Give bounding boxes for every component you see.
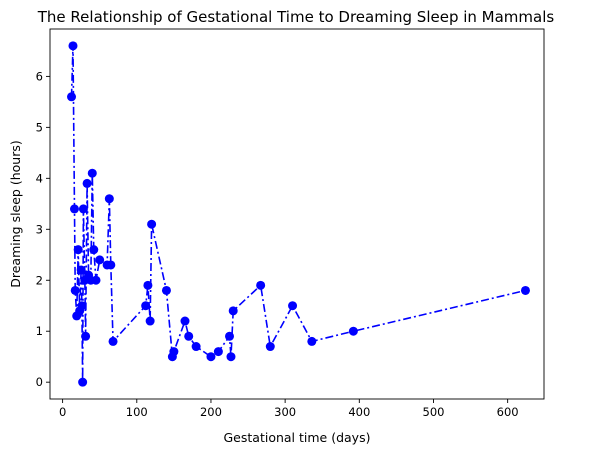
plot-area bbox=[49, 28, 545, 400]
y-axis: 0 1 2 3 4 5 6 bbox=[36, 69, 50, 389]
data-point bbox=[82, 178, 92, 188]
data-point bbox=[191, 342, 201, 352]
x-tick-label: 400 bbox=[348, 405, 370, 419]
data-point bbox=[104, 194, 114, 204]
data-point bbox=[81, 331, 91, 341]
data-point bbox=[78, 204, 88, 214]
data-point bbox=[206, 352, 216, 362]
chart-title: The Relationship of Gestational Time to … bbox=[37, 8, 555, 26]
data-point bbox=[70, 285, 80, 295]
x-tick-label: 600 bbox=[497, 405, 519, 419]
data-point bbox=[95, 255, 105, 265]
x-tick-label: 100 bbox=[126, 405, 148, 419]
data-point bbox=[145, 316, 155, 326]
y-tick-label: 0 bbox=[36, 375, 43, 389]
data-point bbox=[77, 301, 87, 311]
data-point bbox=[89, 245, 99, 255]
y-tick-label: 4 bbox=[36, 171, 43, 185]
y-tick-label: 5 bbox=[36, 120, 43, 134]
data-point bbox=[180, 316, 190, 326]
data-point bbox=[213, 347, 223, 357]
data-point bbox=[225, 331, 234, 341]
data-points bbox=[67, 41, 530, 387]
data-point bbox=[288, 301, 298, 311]
data-point bbox=[161, 285, 171, 295]
data-point bbox=[256, 280, 266, 290]
y-tick-label: 1 bbox=[36, 324, 43, 338]
data-point bbox=[78, 377, 88, 387]
x-axis: 0 100 200 300 400 500 600 bbox=[59, 399, 519, 419]
data-point bbox=[228, 306, 238, 316]
data-point bbox=[69, 204, 79, 214]
y-tick-label: 6 bbox=[36, 69, 43, 83]
x-tick-label: 0 bbox=[59, 405, 66, 419]
data-point bbox=[169, 347, 179, 357]
data-point bbox=[226, 352, 236, 362]
data-point bbox=[143, 280, 153, 290]
data-point bbox=[68, 41, 78, 51]
y-axis-label: Dreaming sleep (hours) bbox=[8, 140, 23, 288]
y-tick-label: 3 bbox=[36, 222, 43, 236]
data-point bbox=[265, 342, 275, 352]
data-point bbox=[520, 285, 530, 295]
y-tick-label: 2 bbox=[36, 273, 43, 287]
data-point bbox=[91, 275, 101, 285]
x-tick-label: 300 bbox=[274, 405, 296, 419]
data-point bbox=[108, 336, 118, 346]
x-tick-label: 200 bbox=[200, 405, 222, 419]
data-point bbox=[307, 336, 317, 346]
data-point bbox=[87, 168, 97, 178]
data-point bbox=[76, 265, 86, 275]
data-point bbox=[73, 245, 83, 255]
x-axis-label: Gestational time (days) bbox=[224, 430, 371, 445]
data-point bbox=[348, 326, 358, 336]
data-point bbox=[67, 92, 77, 102]
data-point bbox=[141, 301, 151, 311]
x-tick-label: 500 bbox=[423, 405, 445, 419]
data-point bbox=[106, 260, 116, 270]
data-point bbox=[147, 219, 157, 229]
data-point bbox=[184, 331, 194, 341]
